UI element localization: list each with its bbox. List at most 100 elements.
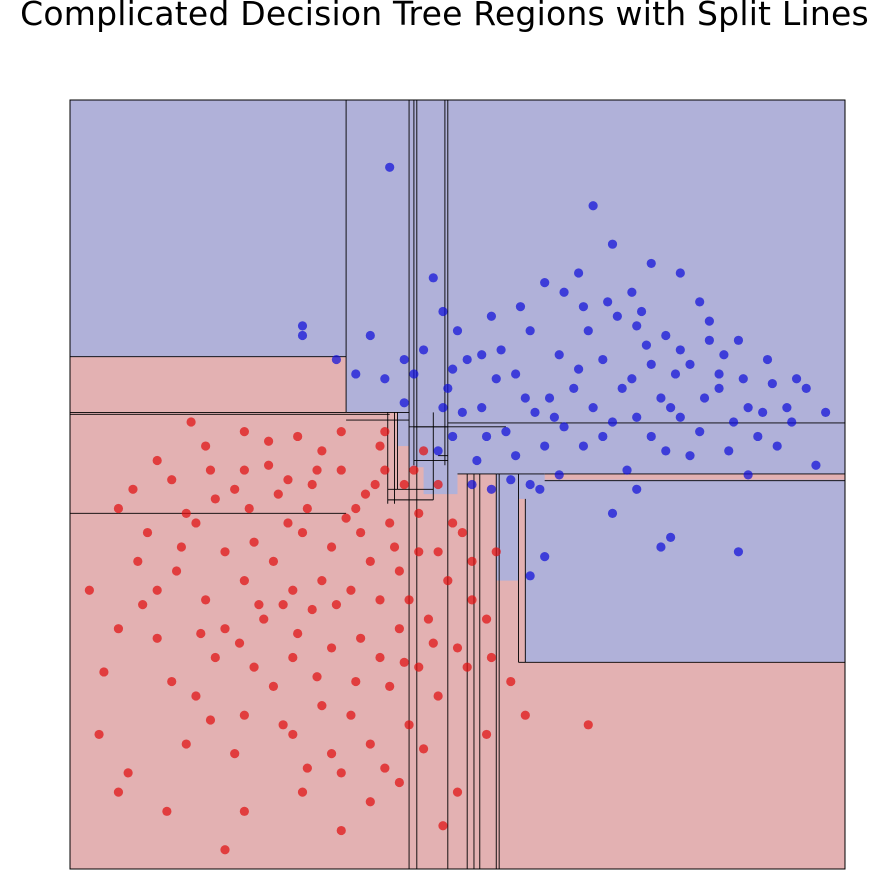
point-class-a-98 bbox=[268, 681, 279, 691]
point-class-b-21 bbox=[578, 441, 589, 451]
region-a-3 bbox=[346, 412, 410, 421]
point-class-a-117 bbox=[99, 667, 109, 677]
point-class-a-41 bbox=[249, 662, 259, 672]
point-class-a-19 bbox=[326, 542, 337, 552]
point-class-a-58 bbox=[288, 729, 298, 740]
point-class-b-10 bbox=[675, 268, 685, 278]
point-class-a-93 bbox=[239, 427, 249, 437]
point-class-b-55 bbox=[583, 326, 593, 336]
region-a-1 bbox=[70, 356, 347, 413]
point-class-b-89 bbox=[540, 551, 550, 562]
point-class-a-34 bbox=[414, 547, 424, 557]
point-class-b-9 bbox=[636, 306, 647, 317]
point-class-b-52 bbox=[496, 345, 506, 355]
point-class-b-78 bbox=[632, 321, 642, 331]
point-class-a-65 bbox=[239, 806, 249, 816]
point-class-b-88 bbox=[733, 547, 744, 557]
point-class-b-77 bbox=[603, 297, 613, 307]
point-class-b-15 bbox=[772, 441, 782, 451]
point-class-b-105 bbox=[573, 364, 584, 374]
point-class-b-7 bbox=[559, 287, 569, 297]
point-class-a-43 bbox=[152, 633, 162, 643]
point-class-b-25 bbox=[462, 354, 472, 365]
point-class-a-36 bbox=[423, 614, 434, 624]
point-class-a-74 bbox=[336, 825, 346, 836]
point-class-a-132 bbox=[404, 595, 414, 605]
point-class-a-38 bbox=[356, 633, 366, 643]
point-class-b-84 bbox=[821, 407, 831, 418]
point-class-b-107 bbox=[632, 412, 642, 422]
point-class-a-115 bbox=[205, 715, 216, 725]
point-class-b-70 bbox=[331, 354, 342, 365]
point-class-a-125 bbox=[491, 547, 501, 557]
point-class-a-48 bbox=[346, 710, 356, 720]
point-class-a-29 bbox=[259, 614, 269, 624]
point-class-a-52 bbox=[481, 614, 492, 624]
point-class-a-64 bbox=[162, 806, 172, 816]
point-class-b-67 bbox=[399, 398, 409, 408]
point-class-b-53 bbox=[525, 326, 535, 336]
point-class-b-85 bbox=[632, 484, 642, 494]
point-class-b-16 bbox=[811, 460, 821, 470]
point-class-a-89 bbox=[128, 484, 138, 494]
point-class-b-43 bbox=[704, 316, 714, 326]
point-class-b-74 bbox=[515, 302, 526, 312]
point-class-b-76 bbox=[573, 268, 584, 278]
point-class-b-92 bbox=[486, 484, 497, 494]
point-class-b-23 bbox=[520, 393, 530, 403]
point-class-a-28 bbox=[201, 595, 211, 605]
point-class-b-8 bbox=[627, 287, 637, 297]
point-class-a-2 bbox=[263, 436, 274, 446]
point-class-a-119 bbox=[176, 542, 187, 552]
point-class-a-105 bbox=[331, 600, 342, 610]
point-class-a-126 bbox=[486, 652, 497, 663]
point-class-b-44 bbox=[675, 345, 685, 355]
point-class-a-14 bbox=[249, 537, 259, 547]
point-class-a-49 bbox=[385, 681, 395, 691]
region-a-9 bbox=[544, 473, 845, 480]
point-class-b-20 bbox=[607, 417, 618, 427]
point-class-a-24 bbox=[288, 585, 298, 595]
point-class-b-35 bbox=[675, 412, 685, 422]
region-a-4 bbox=[409, 467, 442, 869]
point-class-a-103 bbox=[448, 518, 458, 528]
point-class-a-99 bbox=[312, 672, 322, 682]
point-class-a-129 bbox=[438, 821, 448, 831]
point-class-a-13 bbox=[297, 527, 308, 538]
point-class-b-48 bbox=[559, 422, 569, 432]
point-class-a-120 bbox=[244, 503, 254, 514]
point-class-a-15 bbox=[191, 518, 201, 528]
point-class-a-35 bbox=[443, 576, 453, 586]
point-class-a-92 bbox=[293, 431, 303, 442]
point-class-a-70 bbox=[452, 787, 463, 797]
point-class-a-44 bbox=[191, 691, 201, 701]
point-class-b-50 bbox=[501, 427, 511, 437]
point-class-a-100 bbox=[375, 652, 385, 663]
point-class-a-3 bbox=[152, 455, 162, 466]
point-class-a-54 bbox=[433, 691, 443, 701]
point-class-b-87 bbox=[607, 508, 618, 518]
point-class-b-3 bbox=[438, 306, 448, 317]
point-class-a-134 bbox=[234, 638, 245, 648]
point-class-b-13 bbox=[714, 383, 724, 393]
point-class-a-21 bbox=[385, 518, 395, 528]
point-class-a-80 bbox=[360, 489, 371, 499]
point-class-a-131 bbox=[205, 465, 216, 475]
point-class-a-123 bbox=[370, 479, 380, 490]
point-class-a-97 bbox=[220, 624, 230, 634]
point-class-b-79 bbox=[661, 330, 671, 341]
point-class-b-32 bbox=[598, 354, 608, 365]
point-class-b-54 bbox=[554, 350, 564, 360]
point-class-b-57 bbox=[641, 340, 652, 350]
point-class-b-14 bbox=[743, 403, 753, 413]
point-class-a-53 bbox=[462, 662, 472, 672]
point-class-a-109 bbox=[138, 600, 148, 610]
point-class-a-82 bbox=[409, 465, 419, 475]
point-class-b-100 bbox=[365, 330, 375, 341]
point-class-a-16 bbox=[142, 527, 153, 538]
point-class-a-10 bbox=[210, 494, 220, 504]
point-class-a-61 bbox=[123, 768, 133, 778]
point-class-b-64 bbox=[525, 479, 535, 490]
point-class-b-27 bbox=[457, 407, 467, 418]
